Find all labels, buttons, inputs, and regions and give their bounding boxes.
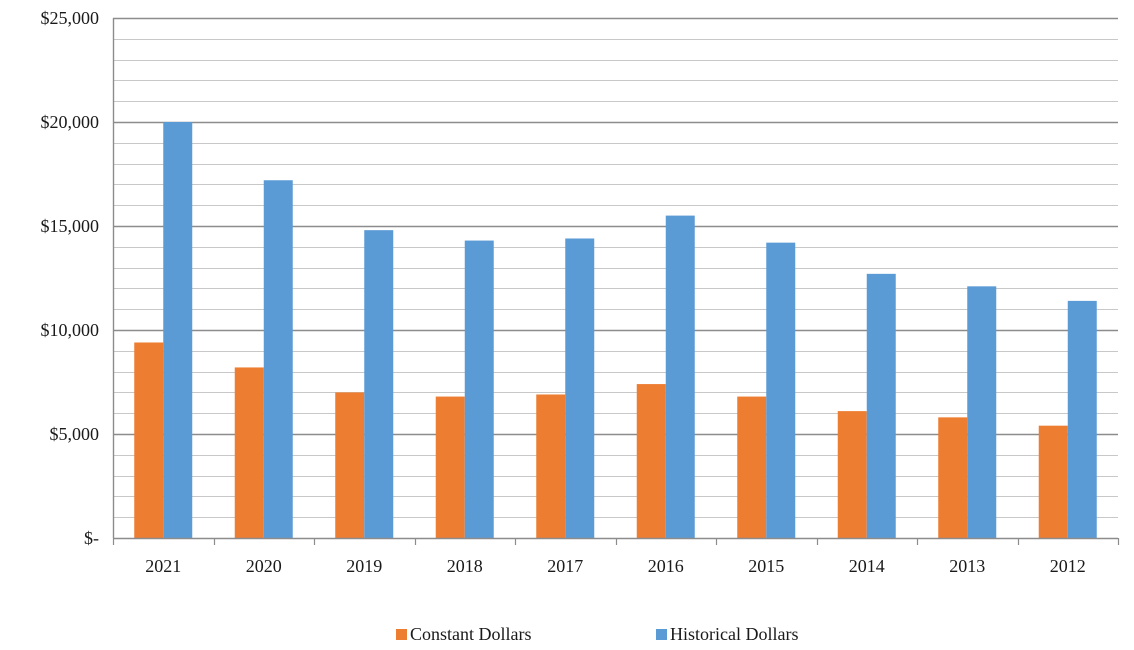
x-tick-label: 2021: [145, 556, 181, 576]
bar-constant-dollars-2016: [636, 384, 666, 538]
x-tick-label: 2013: [949, 556, 985, 576]
bar-historical-dollars-2015: [766, 242, 796, 538]
bar-historical-dollars-2017: [565, 238, 595, 539]
y-tick-label: $5,000: [50, 424, 100, 444]
x-tick-label: 2018: [447, 556, 483, 576]
bar-historical-dollars-2013: [967, 286, 997, 538]
legend: Constant Dollars Historical Dollars: [396, 624, 798, 644]
legend-label-historical-dollars: Historical Dollars: [670, 624, 798, 644]
x-tick-label: 2020: [246, 556, 282, 576]
bar-constant-dollars-2014: [837, 411, 867, 538]
bar-constant-dollars-2019: [335, 392, 365, 538]
legend-swatch-historical-dollars: [656, 629, 667, 640]
bar-constant-dollars-2012: [1038, 425, 1068, 538]
legend-label-constant-dollars: Constant Dollars: [410, 624, 532, 644]
y-tick-label: $15,000: [41, 216, 100, 236]
bar-constant-dollars-2018: [435, 396, 465, 538]
x-tick-label: 2016: [648, 556, 684, 576]
bar-historical-dollars-2014: [866, 273, 896, 538]
x-tick-label: 2015: [748, 556, 784, 576]
bar-constant-dollars-2020: [234, 367, 264, 538]
y-tick-label: $25,000: [41, 8, 100, 28]
x-axis-tick-labels: 2021 2020 2019 2018 2017 2016 2015 2014 2013 2012: [145, 556, 1086, 576]
bar-historical-dollars-2018: [464, 240, 494, 538]
bar-constant-dollars-2013: [938, 417, 968, 538]
y-tick-label: $10,000: [41, 320, 100, 340]
y-tick-label: $-: [84, 528, 99, 548]
x-tick-label: 2012: [1050, 556, 1086, 576]
bar-constant-dollars-2021: [134, 342, 164, 538]
y-tick-label: $20,000: [41, 112, 100, 132]
y-axis-tick-labels: $- $5,000 $10,000 $15,000 $20,000 $25,000: [41, 8, 100, 548]
bar-constant-dollars-2015: [737, 396, 767, 538]
x-tick-label: 2014: [849, 556, 885, 576]
bar-historical-dollars-2016: [665, 215, 695, 538]
bars: [134, 122, 1097, 539]
bar-historical-dollars-2012: [1067, 300, 1097, 538]
x-tick-label: 2017: [547, 556, 583, 576]
bar-constant-dollars-2017: [536, 394, 566, 538]
legend-swatch-constant-dollars: [396, 629, 407, 640]
bar-historical-dollars-2019: [364, 230, 394, 538]
axes: [112, 18, 1120, 545]
bar-historical-dollars-2020: [263, 180, 293, 539]
bar-historical-dollars-2021: [163, 122, 193, 538]
x-tick-label: 2019: [346, 556, 382, 576]
